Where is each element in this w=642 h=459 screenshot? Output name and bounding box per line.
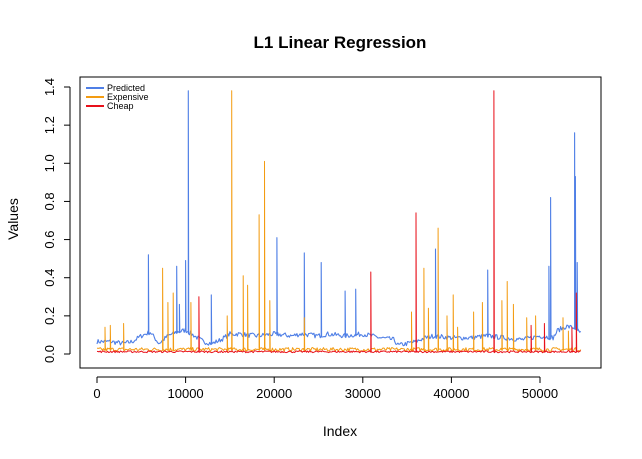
plot-border bbox=[79, 76, 602, 369]
y-tick-label: 0.8 bbox=[42, 192, 57, 210]
y-tick-label: 1.4 bbox=[42, 78, 57, 96]
y-axis-label: Values bbox=[5, 198, 21, 240]
y-tick-label: 0.6 bbox=[42, 231, 57, 249]
x-tick-label: 50000 bbox=[522, 386, 558, 401]
series-line-cheap bbox=[96, 90, 581, 354]
plot-area bbox=[96, 90, 582, 354]
y-tick-label: 0.2 bbox=[42, 307, 57, 325]
x-tick-label: 20000 bbox=[256, 386, 292, 401]
y-tick-label: 1.0 bbox=[42, 154, 57, 172]
x-axis-label: Index bbox=[323, 423, 357, 439]
x-tick-label: 40000 bbox=[433, 386, 469, 401]
x-tick-label: 30000 bbox=[345, 386, 381, 401]
x-tick-label: 10000 bbox=[168, 386, 204, 401]
axes: 0 10000 20000 30000 40000 50000 0.0 0.2 0.4 0.6 0.… bbox=[42, 78, 558, 401]
series-line-expensive bbox=[97, 90, 582, 352]
x-tick-label: 0 bbox=[93, 386, 100, 401]
y-tick-label: 1.2 bbox=[42, 116, 57, 134]
y-tick-label: 0.0 bbox=[42, 345, 57, 363]
legend: Predicted Expensive Cheap bbox=[86, 83, 149, 111]
series-line-predicted bbox=[96, 90, 582, 347]
legend-label-predicted: Predicted bbox=[107, 83, 145, 93]
legend-label-expensive: Expensive bbox=[107, 92, 149, 102]
y-tick-label: 0.4 bbox=[42, 269, 57, 287]
chart-title: L1 Linear Regression bbox=[254, 33, 427, 52]
legend-label-cheap: Cheap bbox=[107, 101, 134, 111]
